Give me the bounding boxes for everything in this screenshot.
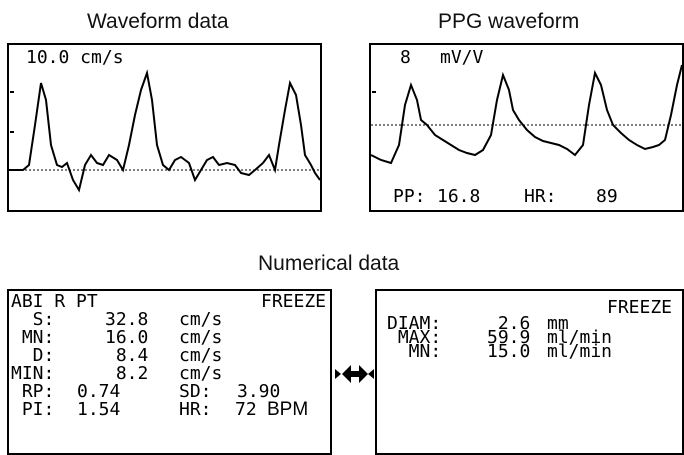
ppg-caption: PPG waveform [438,10,580,33]
ppg-trace [371,64,682,165]
numeric-header-left: ABI R PT [11,291,98,312]
row-d-unit: cm/s [179,345,223,366]
numeric-header-freeze: FREEZE [261,291,327,312]
row-s-unit: cm/s [179,309,223,330]
left-triangle-marker-icon [368,369,374,379]
double-arrow-icon [342,365,368,383]
row-rp-value: 0.74 [77,381,121,402]
row-pi-label: PI: [11,399,55,420]
row-mn-value: 16.0 [105,327,149,348]
y-tick-upper [372,91,376,93]
row-min-unit: cm/s [179,363,223,384]
y-tick-upper [10,91,14,93]
waveform-trace [9,69,320,193]
row-sd-value: 3.90 [237,381,281,402]
row-min-value: 8.2 [105,363,149,384]
row-diam-value: 2.6 [487,313,531,334]
y-tick-lower [10,131,14,133]
row-pi-value: 1.54 [77,399,121,420]
row-hr-value: 72 [235,399,257,420]
row-sd-label: SD: [179,381,212,402]
right-header-freeze: FREEZE [607,297,673,318]
row-mn-value: 15.0 [487,341,531,362]
row-diam-label: DIAM: [387,313,442,334]
pp-label: PP: [393,186,426,207]
row-hr-unit: BPM [267,399,309,420]
row-s-label: S: [11,309,55,330]
row-mn-label: MN: [11,327,55,348]
waveform-caption: Waveform data [87,10,229,33]
row-mn-unit: cm/s [179,327,223,348]
ppg-scale-value: 8 [400,47,411,68]
ppg-scale-unit: mV/V [440,47,484,68]
waveform-panel: 10.0 cm/s [7,43,322,212]
row-s-value: 32.8 [105,309,149,330]
hr-label: HR: [524,186,557,207]
row-min-label: MIN: [11,363,55,384]
row-mn-unit: ml/min [547,341,613,362]
row-rp-label: RP: [11,381,55,402]
hr-value: 89 [596,186,618,207]
numerical-caption: Numerical data [258,252,400,275]
ppg-panel: 8 mV/V PP: 16.8 HR: 89 [369,43,684,212]
row-max-label: MAX: [387,327,442,348]
waveform-scale-label: 10.0 cm/s [26,47,124,68]
row-max-unit: ml/min [547,327,613,348]
row-diam-unit: mm [547,313,569,334]
row-mn-label: MN: [387,341,442,362]
numeric-left-panel: ABI R PT FREEZE S: 32.8 cm/s MN: 16.0 cm… [7,289,332,455]
row-hr-label: HR: [179,399,212,420]
row-d-value: 8.4 [105,345,149,366]
row-d-label: D: [11,345,55,366]
row-max-value: 59.9 [487,327,531,348]
pp-value: 16.8 [437,186,481,207]
numeric-right-panel: FREEZE DIAM: 2.6 mm MAX: 59.9 ml/min MN:… [375,289,684,455]
right-triangle-marker-icon [335,369,341,379]
